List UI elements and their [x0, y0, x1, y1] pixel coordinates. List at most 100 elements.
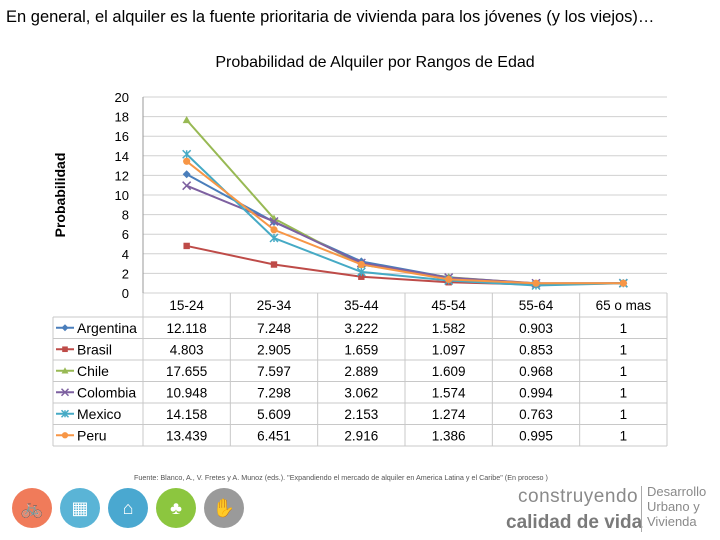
marker-circle	[183, 157, 191, 165]
marker-circle	[619, 279, 627, 287]
source-note: Fuente: Blanco, A., V. Fretes y A. Munoz…	[134, 473, 548, 482]
brand-line-2: calidad de vida	[506, 512, 643, 533]
marker-star	[356, 267, 366, 277]
brand-divider	[641, 486, 642, 532]
marker-circle	[445, 275, 453, 284]
y-tick-label: 16	[115, 129, 129, 144]
brand-right: Desarrollo Urbano y Vivienda	[647, 484, 706, 529]
marker-circle	[270, 226, 278, 234]
x-tick-label: 35-44	[344, 298, 379, 313]
x-tick-label: 25-34	[257, 298, 292, 313]
table-cell: 7.248	[257, 321, 291, 336]
marker-star	[182, 149, 192, 159]
hands-icon: ✋	[204, 488, 244, 528]
legend-entry: Argentina	[77, 320, 137, 336]
table-cell: 0.763	[519, 407, 553, 422]
marker-square	[62, 346, 68, 353]
table-cell: 7.298	[257, 385, 291, 400]
table-cell: 1	[620, 364, 628, 379]
line-chart: 0 2 4 6 8 10 12 14 16 18 20 Probabilidad 15-24 25-34 3…	[52, 90, 668, 447]
marker-circle	[532, 279, 540, 287]
marker-triangle	[182, 115, 191, 124]
x-tick-label: 55-64	[519, 298, 554, 313]
marker-square	[183, 242, 190, 250]
x-tick-label: 65 o mas	[596, 298, 652, 313]
marker-square	[358, 273, 365, 280]
table-cell: 14.158	[166, 407, 207, 422]
y-tick-label: 4	[122, 247, 129, 262]
buildings-icon: ▦	[60, 488, 100, 528]
table-cell: 1	[620, 428, 628, 443]
marker-star	[60, 409, 70, 418]
table-cell: 2.905	[257, 342, 291, 357]
chart-title: Probabilidad de Alquiler por Rangos de E…	[215, 54, 535, 71]
marker-circle	[357, 260, 365, 269]
series-line	[186, 173, 624, 286]
table-cell: 1.097	[432, 342, 466, 357]
table-cell: 1.609	[432, 364, 466, 379]
footer: 🚲 ▦ ⌂ ♣ ✋	[0, 482, 720, 540]
y-tick-label: 0	[122, 286, 129, 301]
marker-circle	[61, 432, 69, 439]
table-cell: 6.451	[257, 428, 291, 443]
series-brasil	[183, 242, 627, 288]
brand-line-1: construyendo	[518, 486, 639, 507]
brand-right-line-3: Vivienda	[647, 514, 697, 529]
house-icon: ⌂	[108, 488, 148, 528]
legend-entry: Colombia	[77, 384, 136, 400]
x-tick-label: 15-24	[169, 298, 204, 313]
y-axis-label: Probabilidad	[52, 153, 68, 238]
table-cell: 2.153	[344, 407, 378, 422]
y-tick-label: 20	[115, 90, 129, 105]
table-cell: 0.968	[519, 364, 553, 379]
table-cell: 1	[620, 321, 628, 336]
brand-right-line-2: Urbano y	[647, 499, 700, 514]
community-icon: ♣	[156, 488, 196, 528]
table-cell: 10.948	[166, 385, 207, 400]
legend-entry: Mexico	[77, 406, 122, 422]
marker-x	[182, 181, 192, 191]
y-tick-label: 14	[115, 149, 129, 164]
brand-right-line-1: Desarrollo	[647, 484, 707, 499]
table-cell: 2.916	[344, 428, 378, 443]
table-cell: 1.386	[432, 428, 466, 443]
legend-entry: Brasil	[77, 341, 112, 357]
table-cell: 5.609	[257, 407, 291, 422]
marker-x	[60, 388, 70, 397]
marker-diamond	[182, 170, 191, 179]
y-tick-label: 18	[115, 110, 129, 125]
marker-star	[269, 233, 279, 243]
slide-headline: En general, el alquiler es la fuente pri…	[6, 8, 655, 26]
table-cell: 1	[620, 407, 628, 422]
marker-triangle	[61, 367, 69, 374]
y-tick-label: 6	[122, 227, 129, 242]
table-cell: 13.439	[166, 428, 207, 443]
table-cell: 0.853	[519, 342, 553, 357]
table-cell: 1.582	[432, 321, 466, 336]
legend-entry: Chile	[77, 363, 109, 379]
y-tick-label: 8	[122, 208, 129, 223]
table-cell: 0.903	[519, 321, 553, 336]
table-cell: 1.574	[432, 385, 466, 400]
table-cell: 1	[620, 385, 628, 400]
table-cell: 1.274	[432, 407, 466, 422]
table-cell: 0.994	[519, 385, 553, 400]
series-line	[185, 153, 624, 287]
marker-diamond	[61, 324, 69, 332]
marker-x	[269, 216, 279, 227]
table-cell: 17.655	[166, 364, 207, 379]
series-chile	[182, 115, 628, 287]
table-cell: 12.118	[167, 321, 207, 336]
bicycle-icon: 🚲	[12, 488, 52, 528]
table-cell: 7.597	[257, 364, 291, 379]
y-tick-label: 2	[122, 266, 129, 281]
table-cell: 1	[620, 342, 628, 357]
table-cell: 4.803	[170, 342, 204, 357]
table-cell: 0.995	[519, 428, 553, 443]
table-cell: 3.062	[344, 385, 378, 400]
table-cell: 2.889	[344, 364, 378, 379]
y-tick-label: 12	[115, 168, 129, 183]
marker-square	[270, 261, 278, 268]
series-line	[186, 244, 624, 286]
table-cell: 1.659	[344, 342, 378, 357]
